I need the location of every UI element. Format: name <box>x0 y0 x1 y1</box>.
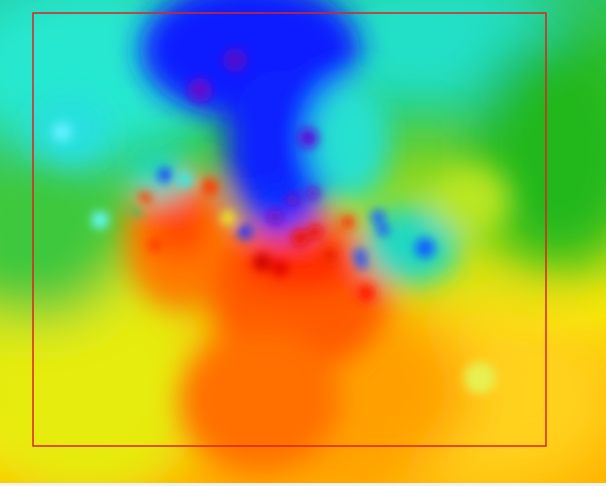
blue-plume-mid <box>225 70 335 230</box>
anomaly-blue-1 <box>158 168 172 182</box>
anomaly-red-5 <box>272 260 288 276</box>
anomaly-purple-4 <box>268 210 282 224</box>
anomaly-blue-2 <box>238 225 252 239</box>
anomaly-blue-3 <box>371 210 385 224</box>
anomaly-purple-2 <box>223 48 247 72</box>
yellow-patch-right <box>430 165 510 235</box>
anomaly-blue-4 <box>377 224 389 236</box>
anomaly-red-2 <box>202 179 218 195</box>
anomaly-yellow-2 <box>464 362 496 394</box>
anomaly-purple-1 <box>188 78 212 102</box>
anomaly-blue-5 <box>354 249 366 261</box>
anomaly-red-10 <box>357 284 375 302</box>
anomaly-cyan-3 <box>177 172 193 188</box>
bottom-strip <box>0 483 606 486</box>
anomaly-cyan-2 <box>91 211 109 229</box>
anomaly-red-7 <box>308 225 322 239</box>
anomaly-purple-3 <box>298 128 318 148</box>
orange-ridge-lower <box>180 330 340 470</box>
anomaly-red-1 <box>139 192 151 204</box>
cyan-edge-right-of-plume <box>310 80 390 200</box>
anomaly-blue-6 <box>357 259 367 269</box>
anomaly-purple-5 <box>286 194 298 206</box>
blue-plume-stem <box>245 185 315 235</box>
anomaly-cyan-1 <box>52 122 72 142</box>
survey-boundary <box>32 12 547 447</box>
anomaly-red-9 <box>342 216 354 228</box>
anomaly-blue-7 <box>415 238 435 258</box>
anomaly-green-1 <box>132 205 142 215</box>
anomaly-yellow-1 <box>221 211 235 225</box>
anomaly-red-3 <box>148 238 162 252</box>
anomaly-red-4 <box>253 253 271 271</box>
anomaly-red-8 <box>323 248 337 262</box>
anomaly-purple-6 <box>307 187 319 199</box>
red-core-left <box>150 180 210 260</box>
anomaly-red-6 <box>292 230 308 246</box>
